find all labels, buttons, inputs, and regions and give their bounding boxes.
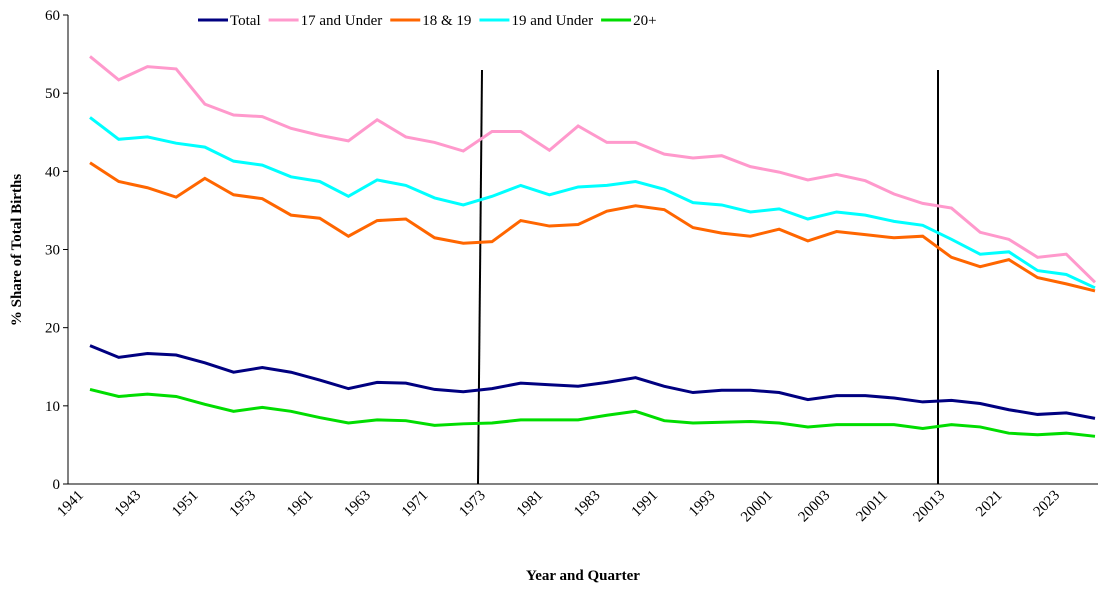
series-line [89,387,1096,438]
legend-label: 19 and Under [511,13,593,29]
legend-label: 18 & 19 [422,13,471,29]
legend-label: 17 and Under [301,13,383,29]
x-tick-label: 1993 [686,488,719,521]
x-tick-label: 1953 [227,488,260,521]
x-axis-title: Year and Quarter [526,568,640,584]
y-tick-label: 30 [45,243,60,259]
legend-label: Total [230,13,261,29]
legend-label: 20+ [633,13,656,29]
x-tick-label: 20001 [738,488,776,526]
x-tick-label: 20003 [796,488,834,526]
x-tick-label: 1973 [456,488,489,521]
y-tick-label: 50 [45,86,60,102]
x-tick-label: 1951 [169,488,202,521]
y-tick-label: 20 [45,321,60,337]
y-tick-label: 40 [45,164,60,180]
series-line [89,116,1096,290]
x-tick-label: 1981 [514,488,547,521]
x-tick-label: 20013 [910,488,948,526]
x-tick-label: 1963 [341,488,374,521]
series-line [89,55,1097,284]
y-tick-label: 60 [45,8,60,24]
x-tick-label: 20011 [853,488,890,525]
series-line [89,344,1096,420]
x-tick-label: 1943 [112,488,145,521]
x-tick-label: 2021 [973,488,1006,521]
series-line [89,161,1096,293]
x-tick-label: 1983 [571,488,604,521]
x-tick-label: 1961 [284,488,317,521]
y-tick-label: 0 [53,477,61,493]
y-axis-title: % Share of Total Births [9,174,25,326]
x-tick-label: 1971 [399,488,432,521]
y-tick-label: 10 [45,399,60,415]
x-tick-label: 2023 [1031,488,1064,521]
x-tick-label: 1991 [629,488,662,521]
